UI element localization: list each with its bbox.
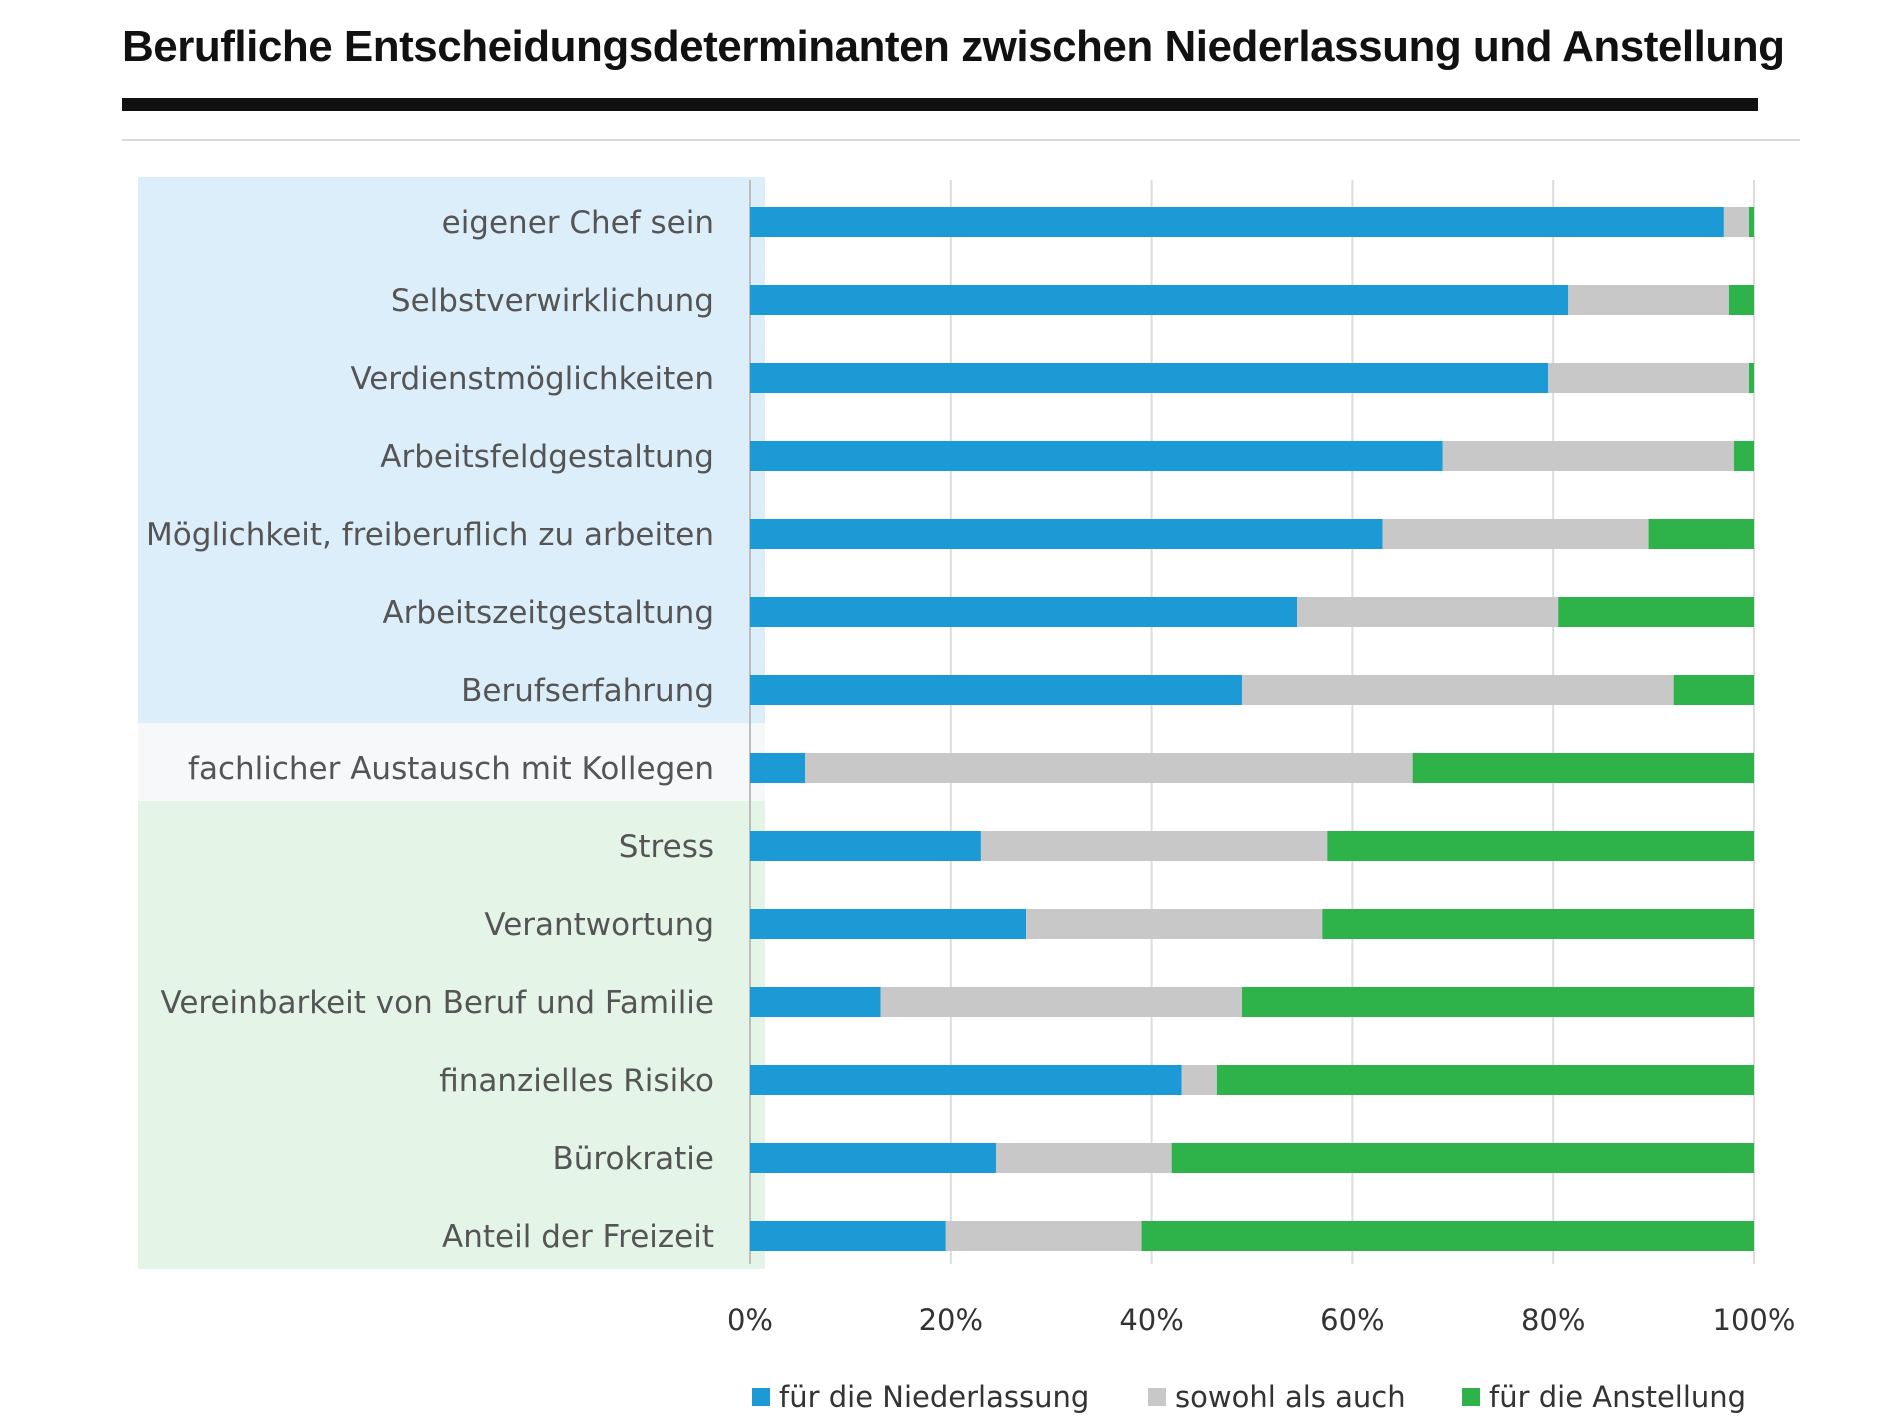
bar-sowohl-als-auch-stress — [980, 831, 1328, 861]
bar-fuer-die-niederlassung-moeglichkeit-freiberuflich-zu-arbeiten — [750, 519, 1383, 549]
category-label: fachlicher Austausch mit Kollegen — [188, 751, 714, 787]
category-label: Vereinbarkeit von Beruf und Familie — [161, 985, 714, 1021]
title-underline — [122, 98, 1758, 111]
bar-sowohl-als-auch-berufserfahrung — [1241, 675, 1674, 705]
category-group-background-3 — [138, 801, 765, 1269]
bar-sowohl-als-auch-vereinbarkeit-von-beruf-und-familie — [880, 987, 1242, 1017]
bar-sowohl-als-auch-arbeitsfeldgestaltung — [1442, 441, 1734, 471]
chart-title: Berufliche Entscheidungsdeterminanten zw… — [122, 22, 1785, 71]
category-label: Bürokratie — [553, 1141, 714, 1177]
legend-swatch-sowohl-als-auch — [1148, 1388, 1166, 1406]
bar-fuer-die-anstellung-verantwortung — [1322, 909, 1754, 939]
legend-swatch-fuer-die-niederlassung — [752, 1388, 770, 1406]
bar-sowohl-als-auch-selbstverwirklichung — [1568, 285, 1729, 315]
bar-fuer-die-anstellung-eigener-chef-sein — [1748, 207, 1754, 237]
bar-fuer-die-anstellung-anteil-der-freizeit — [1141, 1221, 1754, 1251]
bar-fuer-die-niederlassung-verantwortung — [750, 909, 1027, 939]
legend-swatch-fuer-die-anstellung — [1462, 1388, 1480, 1406]
category-label: finanzielles Risiko — [439, 1063, 714, 1099]
bar-fuer-die-anstellung-fachlicher-austausch-mit-kollegen — [1412, 753, 1754, 783]
category-label: eigener Chef sein — [442, 205, 714, 241]
bar-fuer-die-niederlassung-arbeitsfeldgestaltung — [750, 441, 1443, 471]
category-label: Stress — [619, 829, 714, 865]
bars — [750, 207, 1754, 1251]
x-tick-label: 100% — [1713, 1303, 1796, 1337]
bar-sowohl-als-auch-anteil-der-freizeit — [945, 1221, 1142, 1251]
x-tick-label: 60% — [1320, 1303, 1384, 1337]
category-labels: eigener Chef sein Selbstverwirklichung Ver… — [146, 205, 714, 1255]
category-group-background-1 — [138, 177, 765, 723]
category-label: Möglichkeit, freiberuflich zu arbeiten — [146, 517, 714, 553]
bar-fuer-die-niederlassung-arbeitszeitgestaltung — [750, 597, 1298, 627]
grid-lines — [749, 180, 1755, 1264]
bar-sowohl-als-auch-finanzielles-risiko — [1181, 1065, 1217, 1095]
bar-fuer-die-anstellung-buerokratie — [1171, 1143, 1754, 1173]
bar-sowohl-als-auch-eigener-chef-sein — [1723, 207, 1749, 237]
bar-fuer-die-niederlassung-stress — [750, 831, 981, 861]
bar-fuer-die-niederlassung-selbstverwirklichung — [750, 285, 1569, 315]
x-axis: 0% 20% 40% 60% 80% 100% — [727, 1303, 1795, 1337]
bar-fuer-die-niederlassung-eigener-chef-sein — [750, 207, 1724, 237]
legend-label-fuer-die-niederlassung: für die Niederlassung — [779, 1380, 1089, 1414]
bar-fuer-die-anstellung-arbeitszeitgestaltung — [1558, 597, 1754, 627]
legend-label-fuer-die-anstellung: für die Anstellung — [1489, 1380, 1746, 1414]
x-tick-label: 40% — [1119, 1303, 1183, 1337]
category-label: Verantwortung — [484, 907, 714, 943]
bar-sowohl-als-auch-moeglichkeit-freiberuflich-zu-arbeiten — [1382, 519, 1649, 549]
category-label: Arbeitszeitgestaltung — [382, 595, 714, 631]
legend-label-sowohl-als-auch: sowohl als auch — [1175, 1380, 1406, 1414]
bar-fuer-die-anstellung-selbstverwirklichung — [1728, 285, 1754, 315]
bar-fuer-die-anstellung-moeglichkeit-freiberuflich-zu-arbeiten — [1648, 519, 1754, 549]
bar-fuer-die-anstellung-verdienstmoeglichkeiten — [1748, 363, 1754, 393]
category-label: Selbstverwirklichung — [391, 283, 714, 319]
bar-fuer-die-niederlassung-berufserfahrung — [750, 675, 1242, 705]
bar-fuer-die-anstellung-arbeitsfeldgestaltung — [1733, 441, 1754, 471]
bar-fuer-die-niederlassung-fachlicher-austausch-mit-kollegen — [750, 753, 806, 783]
bar-sowohl-als-auch-fachlicher-austausch-mit-kollegen — [805, 753, 1413, 783]
bar-fuer-die-anstellung-finanzielles-risiko — [1216, 1065, 1754, 1095]
category-label: Verdienstmöglichkeiten — [350, 361, 714, 397]
x-tick-label: 80% — [1521, 1303, 1585, 1337]
bar-fuer-die-niederlassung-verdienstmoeglichkeiten — [750, 363, 1549, 393]
bar-fuer-die-niederlassung-finanzielles-risiko — [750, 1065, 1182, 1095]
category-group-background-2 — [138, 723, 765, 801]
category-label: Berufserfahrung — [461, 673, 714, 709]
bar-fuer-die-anstellung-vereinbarkeit-von-beruf-und-familie — [1241, 987, 1754, 1017]
bar-fuer-die-niederlassung-vereinbarkeit-von-beruf-und-familie — [750, 987, 881, 1017]
bar-fuer-die-anstellung-berufserfahrung — [1673, 675, 1754, 705]
bar-fuer-die-niederlassung-buerokratie — [750, 1143, 996, 1173]
bar-fuer-die-anstellung-stress — [1327, 831, 1754, 861]
x-tick-label: 20% — [919, 1303, 983, 1337]
bar-sowohl-als-auch-verantwortung — [1026, 909, 1323, 939]
x-tick-label: 0% — [727, 1303, 773, 1337]
bar-fuer-die-niederlassung-anteil-der-freizeit — [750, 1221, 946, 1251]
bar-sowohl-als-auch-arbeitszeitgestaltung — [1297, 597, 1559, 627]
bar-sowohl-als-auch-verdienstmoeglichkeiten — [1548, 363, 1749, 393]
category-label: Anteil der Freizeit — [442, 1219, 714, 1255]
separator-line — [122, 139, 1800, 141]
legend: für die Niederlassung sowohl als auch für … — [752, 1380, 1746, 1414]
category-group-backgrounds — [138, 177, 765, 1269]
category-label: Arbeitsfeldgestaltung — [380, 439, 714, 475]
bar-sowohl-als-auch-buerokratie — [995, 1143, 1172, 1173]
